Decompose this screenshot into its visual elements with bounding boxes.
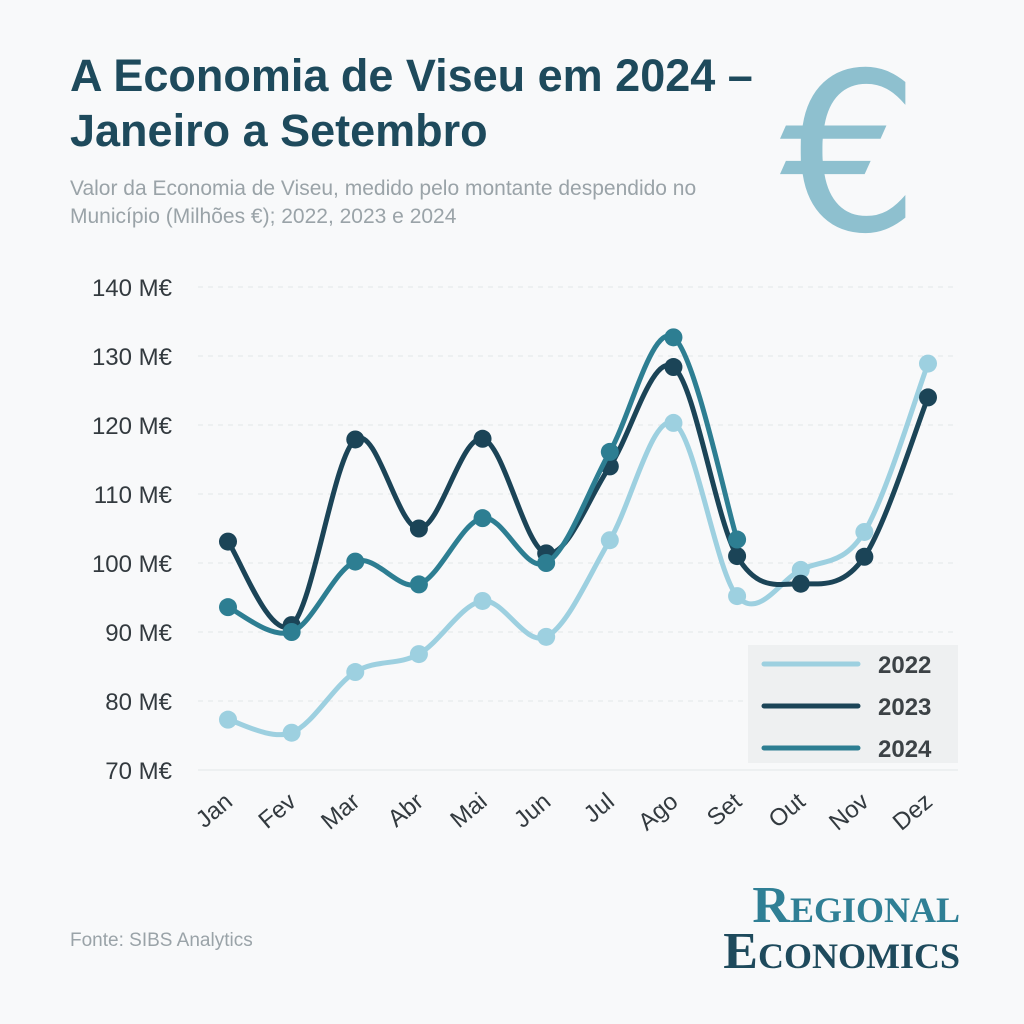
legend-label-2023: 2023 [878,694,931,721]
data-point-2024 [600,442,619,461]
data-point-2023 [728,547,747,566]
data-point-2023 [791,574,810,593]
series-2022 [219,354,937,742]
y-tick-label: 80 M€ [105,689,172,716]
data-point-2022 [728,587,747,606]
x-tick-label: Dez [888,788,938,836]
x-tick-label: Ago [633,788,683,836]
data-point-2023 [346,430,365,449]
x-tick-label: Nov [824,788,874,836]
y-axis: 70 M€ 80 M€ 90 M€ 100 M€ 110 M€ 120 M€ 130 M€ 1… [92,275,173,785]
data-point-2023 [664,358,683,377]
data-point-2022 [346,663,365,682]
data-point-2024 [728,530,747,549]
x-axis: Jan Fev Mar Abr Mai Jun Jul Ago Set Out Nov Dez [191,788,938,836]
chart-subtitle: Valor da Economia de Viseu, medido pelo … [70,177,697,228]
data-point-2024 [473,509,492,528]
x-tick-label: Mar [316,788,365,835]
data-point-2022 [664,413,683,432]
y-tick-label: 130 M€ [92,344,173,371]
data-point-2024 [219,598,237,617]
y-tick-label: 110 M€ [94,482,173,509]
data-point-2023 [473,429,492,448]
data-point-2024 [282,623,301,641]
brand-logo: Regional Economics [700,877,960,980]
data-point-2022 [855,522,874,541]
x-tick-label: Jan [191,788,238,834]
data-point-2022 [791,560,810,579]
data-point-2022 [537,627,556,646]
legend-label-2022: 2022 [878,652,931,679]
series-line-2024 [225,333,740,636]
x-tick-label: Jul [579,788,620,828]
data-point-2023 [219,532,237,551]
data-point-2022 [600,531,619,550]
x-tick-label: Abr [383,788,429,833]
x-tick-label: Mai [445,788,492,834]
data-point-2023 [855,547,874,566]
data-point-2024 [346,552,365,571]
brand-line-2: Economics [723,923,960,980]
y-tick-label: 70 M€ [105,758,172,785]
legend: 2022 2023 2024 [748,645,958,763]
page-title: A Economia de Viseu em 2024 – Janeiro a … [70,50,753,156]
y-tick-label: 90 M€ [105,620,172,647]
data-point-2023 [409,519,428,538]
data-point-2022 [919,354,937,373]
x-tick-label: Set [702,788,747,832]
data-point-2024 [537,554,556,572]
data-point-2022 [409,645,428,664]
x-tick-label: Out [764,788,811,834]
series-line-2023 [225,362,931,630]
x-tick-label: Jun [509,788,556,834]
data-point-2023 [919,388,937,407]
brand-line-1: Regional [752,877,960,934]
series-lines [219,328,937,742]
euro-icon: € [780,26,920,282]
x-tick-label: Fev [253,788,301,834]
y-tick-label: 100 M€ [92,551,173,578]
data-point-2022 [473,591,492,610]
data-point-2022 [219,710,237,729]
data-point-2024 [664,328,683,347]
series-2024 [219,328,747,641]
source-note: Fonte: SIBS Analytics [70,930,253,951]
data-point-2024 [409,575,428,594]
y-tick-label: 140 M€ [92,275,173,302]
legend-label-2024: 2024 [878,736,932,763]
y-tick-label: 120 M€ [92,413,173,440]
data-point-2022 [282,723,301,742]
